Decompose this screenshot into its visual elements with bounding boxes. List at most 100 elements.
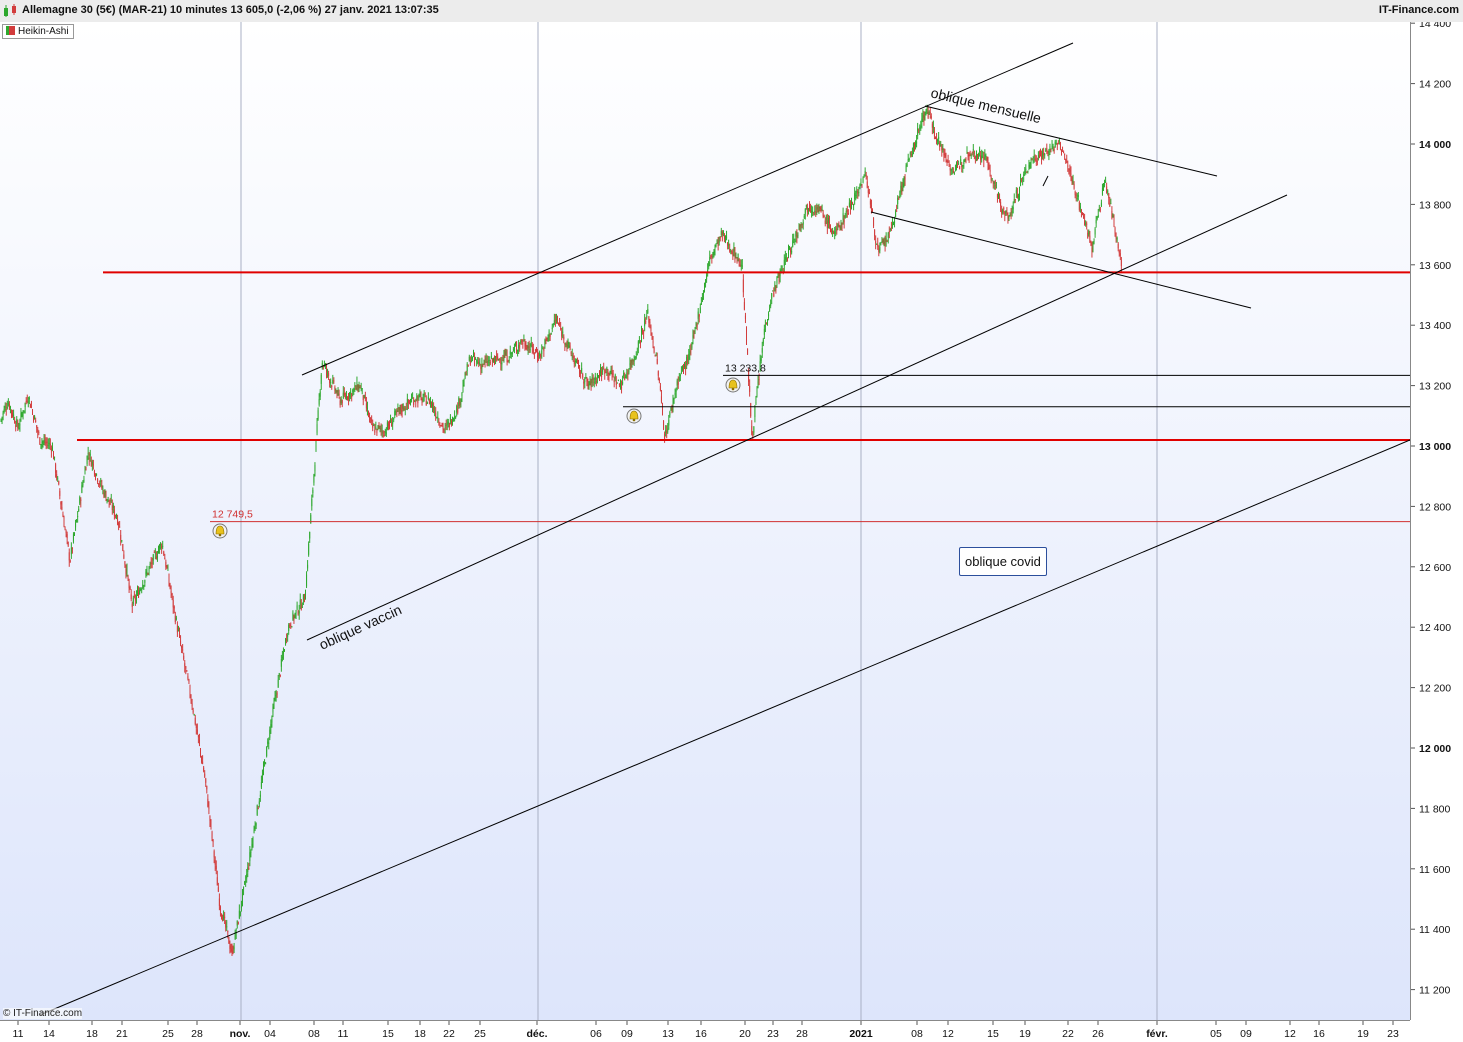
candle-body xyxy=(1108,193,1110,198)
candle-body xyxy=(945,158,947,162)
candle-body xyxy=(80,499,82,501)
candle-body xyxy=(308,543,310,555)
plot-area[interactable]: 12 749,5 13 233,8 oblique vaccin oblique me… xyxy=(0,22,1410,1020)
candle-body xyxy=(505,351,507,356)
candle-body xyxy=(962,164,964,167)
candle-body xyxy=(405,408,407,410)
candle-body xyxy=(436,417,438,419)
candle-body xyxy=(152,554,154,561)
candle-body xyxy=(528,346,530,349)
candle-body xyxy=(391,423,393,427)
candle-body xyxy=(418,394,420,398)
candle-body xyxy=(860,182,862,184)
candle-body xyxy=(185,666,187,669)
candle-body xyxy=(41,441,43,444)
candle-body xyxy=(499,359,501,361)
x-tick-label: 21 xyxy=(116,1028,128,1040)
candle-body xyxy=(1019,191,1020,195)
candle-body xyxy=(392,421,394,425)
candle-body xyxy=(833,231,835,234)
candle-body xyxy=(549,334,551,337)
candle-body xyxy=(154,552,156,554)
indicator-badge[interactable]: Heikin-Ashi xyxy=(2,24,74,39)
x-axis[interactable]: 11 14 18 21 25 28 nov. 04 08 11 15 18 22 25 déc. 06 09 13… xyxy=(0,1020,1410,1042)
x-tick-label: 19 xyxy=(1357,1028,1369,1040)
candle-body xyxy=(942,148,944,150)
heikin-ashi-swatch-icon xyxy=(6,26,15,35)
candle-body xyxy=(192,710,194,713)
alert-label-13233: 13 233,8 xyxy=(725,362,766,374)
candle-body xyxy=(543,348,545,352)
candle-body xyxy=(1072,180,1074,183)
trendline-label-covid[interactable]: oblique covid xyxy=(959,547,1047,576)
candle-body xyxy=(596,373,598,378)
candle-body xyxy=(380,428,382,430)
candle-body xyxy=(276,693,278,695)
candle-body xyxy=(84,469,86,474)
candle-body xyxy=(243,886,245,890)
candle-body xyxy=(49,444,51,446)
candle-body xyxy=(700,302,702,305)
candle-body xyxy=(310,514,312,524)
candle-body xyxy=(614,375,616,380)
candle-body xyxy=(557,320,558,322)
candle-body xyxy=(944,154,946,157)
candle-body xyxy=(350,391,352,394)
candle-body xyxy=(657,371,659,376)
chart-header: Allemagne 30 (5€) (MAR-21) 10 minutes 13… xyxy=(0,0,1463,23)
candle-body xyxy=(714,248,716,251)
candle-body xyxy=(481,364,483,368)
candle-body xyxy=(44,440,46,444)
candle-body xyxy=(372,423,374,428)
y-axis[interactable]: 11 200 11 400 11 600 11 800 12 000 12 200 12 4… xyxy=(1410,22,1463,1020)
candle-body xyxy=(328,373,330,376)
candle-body xyxy=(1021,179,1023,181)
candle-body xyxy=(112,505,114,508)
candle-body xyxy=(1091,247,1093,253)
candle-body xyxy=(288,624,290,631)
candle-body xyxy=(369,416,371,418)
candle-body xyxy=(932,126,934,128)
candle-body xyxy=(795,231,797,237)
candle-body xyxy=(762,339,764,344)
candle-body xyxy=(410,403,411,405)
candle-body xyxy=(620,384,621,386)
candle-body xyxy=(450,421,452,425)
candle-body xyxy=(1051,146,1053,148)
candle-body xyxy=(1067,165,1069,167)
candle-body xyxy=(886,240,888,242)
trendline-covid xyxy=(39,439,1410,1016)
candle-body xyxy=(205,778,207,783)
candle-body xyxy=(64,528,66,530)
candle-body xyxy=(568,342,570,344)
candle-body xyxy=(278,673,280,676)
candle-body xyxy=(935,138,936,140)
candle-body xyxy=(434,411,436,413)
candle-body xyxy=(1012,207,1014,210)
candle-body xyxy=(335,390,337,392)
candle-body xyxy=(613,379,615,383)
candle-body xyxy=(674,392,676,395)
candle-body xyxy=(1112,216,1114,218)
candle-body xyxy=(531,344,533,348)
candle-body xyxy=(991,178,993,180)
bell-clapper xyxy=(731,387,735,391)
candle-body xyxy=(878,248,880,253)
candle-body xyxy=(345,395,347,398)
candle-body xyxy=(1046,148,1048,151)
x-tick-label: 08 xyxy=(308,1028,320,1040)
candle-body xyxy=(440,425,442,427)
candle-body xyxy=(23,410,25,412)
candle-body xyxy=(48,442,50,445)
candle-body xyxy=(986,157,988,161)
candle-body xyxy=(448,423,450,428)
candle-body xyxy=(240,906,242,908)
candle-body xyxy=(769,308,771,312)
candle-body xyxy=(503,355,505,360)
candle-body xyxy=(32,410,33,412)
candle-body xyxy=(202,761,204,765)
candle-body xyxy=(435,412,437,418)
candle-body xyxy=(117,518,119,524)
candle-body xyxy=(479,363,481,365)
candle-body xyxy=(271,718,273,723)
